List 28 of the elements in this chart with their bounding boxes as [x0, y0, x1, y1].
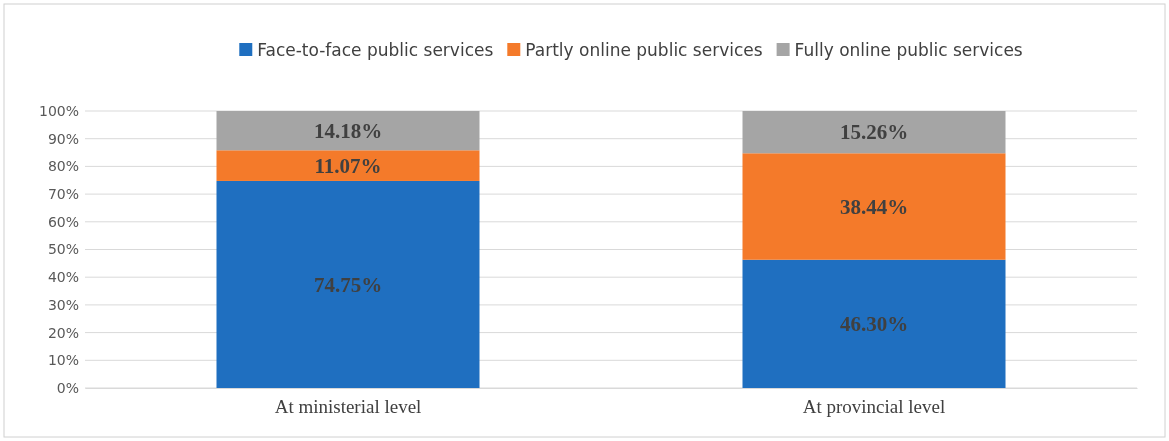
y-tick-label: 0%	[56, 379, 79, 396]
y-tick-label: 50%	[47, 241, 79, 258]
x-tick-label: At ministerial level	[274, 396, 422, 418]
data-label: 15.26%	[839, 120, 909, 145]
y-tick-label: 70%	[47, 186, 79, 203]
legend-label: Face-to-face public services	[257, 39, 494, 60]
legend-label: Fully online public services	[794, 39, 1023, 60]
legend-label: Partly online public services	[525, 39, 763, 60]
data-label: 74.75%	[313, 272, 383, 297]
bar	[742, 111, 1006, 154]
data-label: 14.18%	[313, 118, 383, 143]
y-tick-label: 20%	[47, 324, 79, 341]
bar	[216, 111, 480, 151]
y-tick-label: 40%	[47, 269, 79, 286]
data-label: 11.07%	[314, 153, 382, 178]
y-tick-label: 80%	[47, 158, 79, 175]
y-tick-label: 10%	[47, 352, 79, 369]
data-label: 38.44%	[839, 194, 909, 219]
y-tick-label: 30%	[47, 296, 79, 313]
y-tick-label: 60%	[47, 213, 79, 230]
y-tick-label: 90%	[47, 130, 79, 147]
y-tick-label: 100%	[38, 102, 79, 119]
bar	[216, 180, 480, 388]
bar	[742, 259, 1006, 388]
x-tick-label: At provincial level	[802, 396, 946, 418]
bar	[216, 150, 480, 181]
bar	[742, 153, 1006, 260]
data-label: 46.30%	[839, 312, 909, 337]
